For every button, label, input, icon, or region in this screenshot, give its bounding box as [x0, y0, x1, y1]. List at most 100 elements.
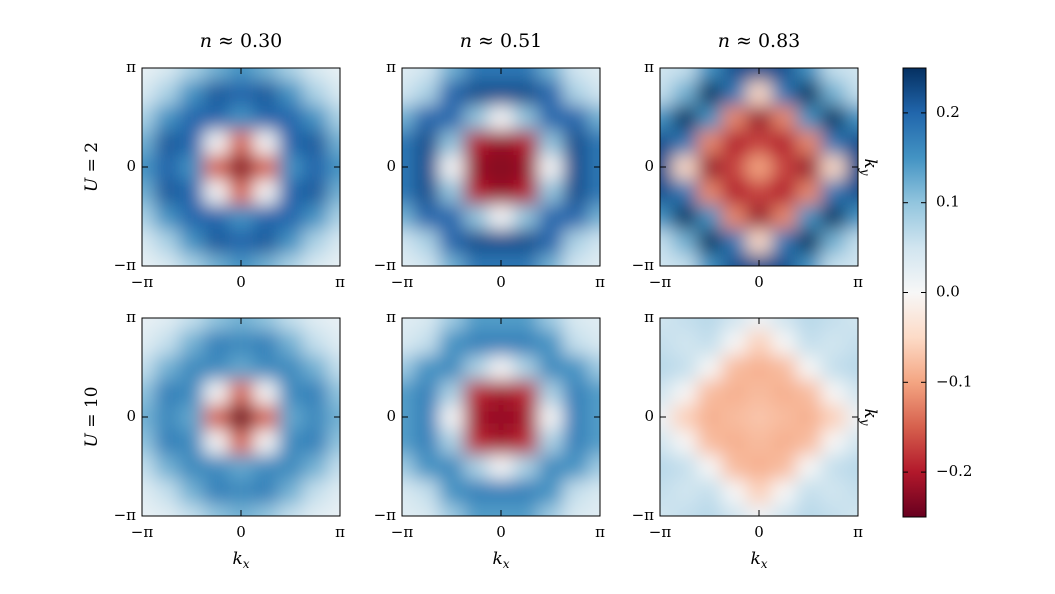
- cell: [660, 503, 673, 516]
- x-tick-label: π: [595, 523, 605, 541]
- cell: [562, 355, 589, 381]
- cell: [672, 330, 698, 356]
- cell: [142, 429, 155, 455]
- cell: [327, 80, 340, 106]
- cell: [513, 154, 539, 180]
- heatmap: [402, 318, 600, 516]
- heatmap: [660, 318, 858, 516]
- cell: [562, 318, 589, 331]
- heatmap: [142, 68, 340, 266]
- cell: [278, 179, 304, 205]
- cell: [672, 228, 698, 255]
- cell: [463, 330, 490, 356]
- cell: [820, 330, 847, 356]
- cell: [488, 179, 514, 205]
- cell: [203, 179, 230, 205]
- cell: [327, 318, 340, 331]
- cell: [538, 404, 564, 430]
- cell: [562, 379, 589, 406]
- y-tick-label: π: [386, 58, 396, 76]
- cell: [463, 318, 490, 331]
- cell: [513, 478, 539, 505]
- cell: [587, 503, 600, 516]
- cell: [463, 154, 490, 180]
- cell: [721, 429, 748, 455]
- cell: [721, 379, 748, 406]
- cell: [538, 129, 564, 156]
- cell: [414, 154, 440, 180]
- cell: [278, 503, 304, 516]
- x-tick-label: 0: [496, 273, 506, 291]
- y-tick-label: −π: [632, 256, 655, 274]
- cell: [154, 80, 180, 106]
- cell: [203, 80, 230, 106]
- cell: [845, 154, 858, 180]
- cell: [488, 379, 514, 406]
- cell: [660, 80, 673, 106]
- panel-title: n ≈ 0.30: [200, 30, 283, 52]
- cell: [154, 429, 180, 455]
- cell: [463, 179, 490, 205]
- cell: [439, 204, 465, 230]
- cell: [721, 478, 748, 505]
- cell: [488, 204, 514, 230]
- cell: [845, 503, 858, 516]
- cell: [746, 478, 772, 505]
- cell: [179, 129, 205, 156]
- x-tick-label: −π: [131, 523, 154, 541]
- cell: [253, 105, 279, 131]
- cell: [796, 68, 822, 81]
- x-tick-label: −π: [131, 273, 154, 291]
- cell: [414, 204, 440, 230]
- cell: [439, 253, 465, 266]
- cell: [203, 503, 230, 516]
- cell: [253, 454, 279, 480]
- cell: [402, 379, 415, 406]
- cell: [402, 253, 415, 266]
- cell: [660, 68, 673, 81]
- cell: [562, 80, 589, 106]
- cell: [845, 318, 858, 331]
- cell: [660, 204, 673, 230]
- cell: [253, 129, 279, 156]
- cell: [721, 129, 748, 156]
- cell: [302, 105, 329, 131]
- cell: [228, 429, 254, 455]
- cell: [697, 228, 723, 255]
- cell: [278, 429, 304, 455]
- cell: [562, 330, 589, 356]
- y-axis-label: ky: [859, 158, 881, 175]
- cell: [228, 379, 254, 406]
- cell: [253, 429, 279, 455]
- cell: [845, 204, 858, 230]
- cell: [721, 80, 748, 106]
- cell: [402, 228, 415, 255]
- cell: [697, 129, 723, 156]
- x-tick-label: π: [335, 273, 345, 291]
- cell: [672, 379, 698, 406]
- cell: [513, 228, 539, 255]
- cell: [327, 503, 340, 516]
- cell: [414, 454, 440, 480]
- cell: [820, 68, 847, 81]
- cell: [660, 154, 673, 180]
- cell: [672, 179, 698, 205]
- cell: [771, 80, 797, 106]
- cell: [697, 80, 723, 106]
- cell: [672, 204, 698, 230]
- cell: [142, 129, 155, 156]
- cell: [820, 318, 847, 331]
- cell: [179, 379, 205, 406]
- row-label: U = 2: [82, 142, 102, 192]
- cell: [154, 379, 180, 406]
- colorbar-tick-label: −0.1: [936, 372, 972, 390]
- cell: [721, 68, 748, 81]
- cell: [228, 355, 254, 381]
- cell: [672, 80, 698, 106]
- colorbar-tick-label: 0.0: [936, 283, 960, 301]
- cell: [771, 204, 797, 230]
- cell: [142, 204, 155, 230]
- cell: [587, 253, 600, 266]
- cell: [587, 454, 600, 480]
- cell: [302, 204, 329, 230]
